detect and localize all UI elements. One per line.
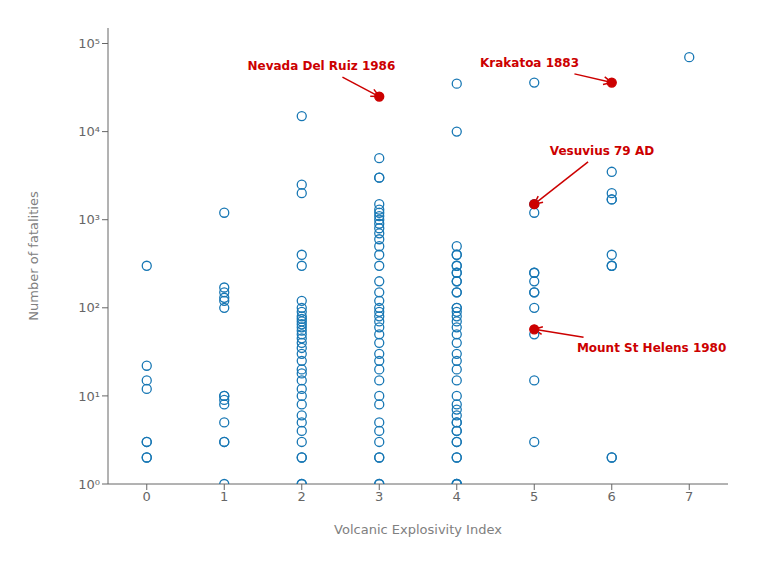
svg-text:10¹: 10¹ — [78, 389, 100, 404]
svg-text:Vesuvius 79 AD: Vesuvius 79 AD — [550, 144, 654, 158]
svg-text:Nevada Del Ruiz 1986: Nevada Del Ruiz 1986 — [248, 59, 396, 73]
svg-text:10⁴: 10⁴ — [78, 124, 100, 139]
svg-text:2: 2 — [298, 489, 306, 504]
svg-text:Volcanic Explosivity Index: Volcanic Explosivity Index — [334, 522, 502, 537]
svg-text:Number of fatalities: Number of fatalities — [26, 191, 41, 321]
svg-text:Mount St Helens 1980: Mount St Helens 1980 — [577, 341, 726, 355]
svg-text:4: 4 — [453, 489, 461, 504]
svg-text:10²: 10² — [78, 300, 100, 315]
svg-text:5: 5 — [530, 489, 538, 504]
svg-text:6: 6 — [608, 489, 616, 504]
svg-text:10³: 10³ — [78, 212, 100, 227]
svg-text:0: 0 — [143, 489, 151, 504]
svg-text:10⁰: 10⁰ — [78, 477, 100, 492]
svg-text:1: 1 — [220, 489, 228, 504]
svg-text:3: 3 — [375, 489, 383, 504]
svg-text:7: 7 — [685, 489, 693, 504]
svg-text:Krakatoa 1883: Krakatoa 1883 — [480, 56, 579, 70]
svg-text:10⁵: 10⁵ — [78, 36, 100, 51]
